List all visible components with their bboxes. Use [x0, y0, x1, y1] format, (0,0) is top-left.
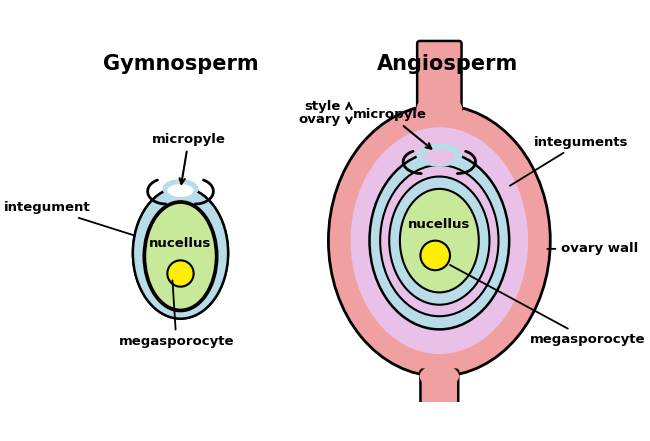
Ellipse shape — [420, 365, 459, 388]
Ellipse shape — [350, 127, 528, 354]
Text: integument: integument — [3, 201, 135, 235]
Text: ovary: ovary — [298, 113, 341, 126]
Text: Angiosperm: Angiosperm — [377, 54, 518, 74]
Text: micropyle: micropyle — [353, 108, 431, 149]
Ellipse shape — [328, 105, 551, 376]
Ellipse shape — [145, 203, 216, 310]
Ellipse shape — [145, 203, 216, 310]
Ellipse shape — [167, 184, 194, 197]
Ellipse shape — [400, 189, 479, 292]
Text: ovary wall: ovary wall — [547, 243, 638, 255]
Ellipse shape — [133, 187, 228, 319]
Ellipse shape — [380, 165, 499, 316]
Text: nucellus: nucellus — [150, 237, 212, 250]
Text: style: style — [304, 100, 341, 113]
Text: megasporocyte: megasporocyte — [119, 280, 234, 348]
Ellipse shape — [369, 152, 509, 329]
Text: nucellus: nucellus — [408, 218, 471, 231]
Text: micropyle: micropyle — [151, 133, 226, 184]
Text: integuments: integuments — [510, 135, 629, 186]
Circle shape — [421, 241, 450, 270]
Ellipse shape — [424, 149, 454, 164]
Circle shape — [167, 260, 194, 287]
FancyBboxPatch shape — [421, 370, 458, 420]
FancyBboxPatch shape — [417, 41, 462, 112]
Ellipse shape — [144, 201, 218, 311]
Text: megasporocyte: megasporocyte — [450, 265, 645, 346]
Ellipse shape — [162, 179, 198, 199]
Ellipse shape — [133, 187, 228, 319]
Ellipse shape — [417, 94, 462, 124]
Text: funiculus: funiculus — [0, 440, 1, 441]
Text: Gymnosperm: Gymnosperm — [103, 54, 258, 74]
Ellipse shape — [389, 176, 489, 305]
Ellipse shape — [417, 144, 462, 167]
